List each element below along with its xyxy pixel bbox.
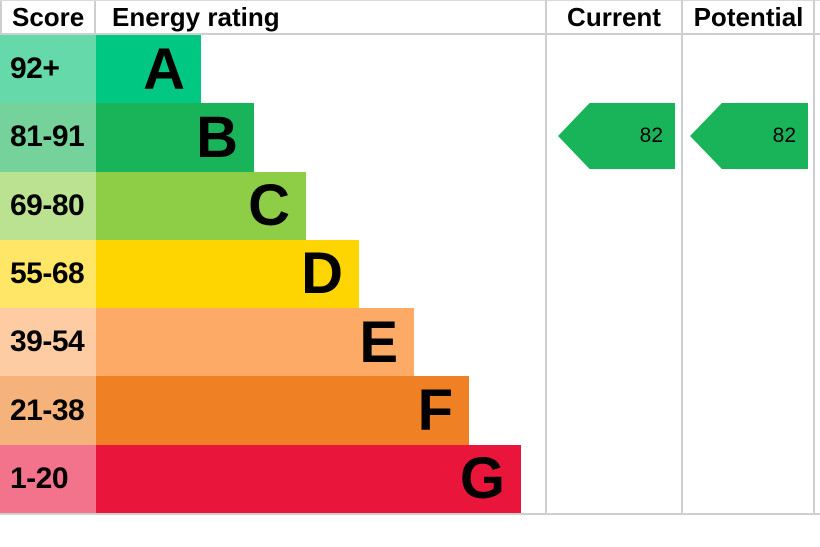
band-row-e: 39-54 E: [0, 308, 546, 377]
band-bar-g: G: [96, 444, 521, 513]
current-column-border: [545, 0, 547, 513]
table-bottom-border: [0, 513, 820, 515]
band-bar-d: D: [96, 239, 359, 309]
score-range-f: 21-38: [0, 376, 96, 445]
band-bar-f: F: [96, 376, 469, 445]
score-range-e: 39-54: [0, 308, 96, 377]
band-bar-a: A: [96, 35, 201, 104]
band-rows: 92+ A 81-91 B 69-80 C 55-68 D 39-54 E 21…: [0, 35, 546, 513]
potential-column-border: [681, 0, 683, 513]
band-row-f: 21-38 F: [0, 376, 546, 445]
header-score: Score: [0, 1, 96, 35]
band-bar-c: C: [96, 171, 306, 240]
score-range-b: 81-91: [0, 103, 96, 172]
potential-rating-arrow: 82: [690, 103, 808, 169]
band-row-b: 81-91 B: [0, 103, 546, 172]
header-potential: Potential: [693, 2, 804, 32]
score-range-a: 92+: [0, 35, 96, 104]
current-rating-arrow: 82: [558, 103, 675, 169]
band-row-g: 1-20 G: [0, 444, 546, 513]
band-row-d: 55-68 D: [0, 239, 546, 309]
header-energy-rating: Energy rating: [112, 2, 280, 32]
header-current: Current: [567, 2, 661, 32]
score-range-g: 1-20: [0, 444, 96, 513]
score-range-d: 55-68: [0, 239, 96, 309]
band-bar-b: B: [96, 103, 254, 172]
score-range-c: 69-80: [0, 171, 96, 240]
band-row-a: 92+ A: [0, 35, 546, 104]
band-bar-e: E: [96, 308, 414, 377]
table-right-border: [813, 0, 815, 513]
header-divider-line: [0, 33, 820, 35]
band-row-c: 69-80 C: [0, 171, 546, 240]
chart-header: Score Energy rating Current Potential: [0, 0, 820, 35]
